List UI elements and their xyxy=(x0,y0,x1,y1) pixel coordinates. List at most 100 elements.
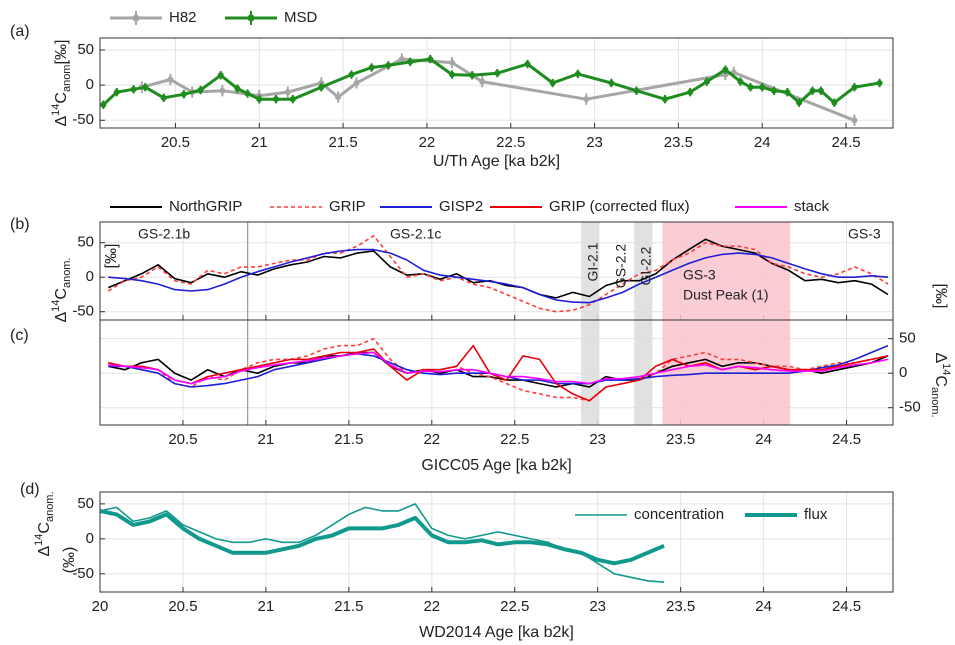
label-part: Δ xyxy=(36,546,53,557)
series-line xyxy=(108,248,889,304)
x-tick-label: 23 xyxy=(589,598,606,615)
x-tick-label: 24.5 xyxy=(832,598,861,615)
legend-label: concentration xyxy=(634,506,724,523)
label-part: anom. xyxy=(44,491,56,522)
point xyxy=(747,84,754,91)
point xyxy=(142,84,149,91)
point xyxy=(633,87,640,94)
label-part: Δ xyxy=(53,116,70,127)
x-tick-label: 21 xyxy=(258,431,275,448)
axes-frame xyxy=(99,491,894,593)
annotation: GS-2.1b xyxy=(138,226,190,242)
point xyxy=(770,87,777,94)
point xyxy=(524,61,531,68)
shaded-region xyxy=(581,222,600,425)
legend-label: GRIP (corrected flux) xyxy=(549,198,690,215)
panel-label: (b) xyxy=(10,216,30,233)
series-line xyxy=(107,235,889,313)
y-tick-label: 0 xyxy=(86,268,94,285)
y-axis-label: Δ14Canom. xyxy=(929,352,952,417)
point xyxy=(197,87,204,94)
y-tick-label: 50 xyxy=(899,330,916,347)
point xyxy=(687,89,694,96)
point xyxy=(549,80,556,86)
point xyxy=(469,72,476,79)
annotation: GS-3 xyxy=(683,267,716,283)
series-line xyxy=(108,344,889,402)
point xyxy=(722,66,729,73)
x-tick-label: 24.5 xyxy=(831,134,860,151)
panel-label: (c) xyxy=(10,327,29,344)
legend-label: stack xyxy=(794,198,830,215)
x-tick-label: 24 xyxy=(755,598,772,615)
point xyxy=(130,86,137,93)
label-part: C xyxy=(932,375,949,387)
point xyxy=(796,99,803,106)
point xyxy=(407,58,414,65)
point xyxy=(234,85,241,92)
label-part: anom. xyxy=(61,257,73,288)
label-part: C xyxy=(36,522,53,534)
x-tick-label: 22 xyxy=(419,134,436,151)
axes-frame xyxy=(99,319,894,426)
point xyxy=(244,90,251,97)
point xyxy=(348,71,355,78)
point xyxy=(449,71,456,78)
point xyxy=(256,96,263,103)
x-tick-label: 20 xyxy=(92,598,109,615)
y-axis-label: Δ14Canom. xyxy=(50,257,73,322)
axes-frame xyxy=(99,37,894,129)
label-part: Δ xyxy=(932,352,949,363)
label-part: 14 xyxy=(50,300,62,312)
label-part: 14 xyxy=(33,534,45,546)
point xyxy=(583,96,590,103)
x-axis-label: WD2014 Age [ka b2k] xyxy=(419,624,574,641)
point xyxy=(737,78,744,85)
label-part: Δ xyxy=(53,312,70,323)
label-part: C xyxy=(53,288,70,300)
label-part: 14 xyxy=(940,363,952,375)
x-tick-label: 21 xyxy=(258,598,275,615)
y-tick-label: 0 xyxy=(86,76,94,93)
x-tick-label: 21.5 xyxy=(334,431,363,448)
point xyxy=(398,56,405,63)
x-tick-label: 24 xyxy=(754,134,771,151)
series-line xyxy=(100,508,665,566)
annotation: GS-3 xyxy=(848,226,881,242)
x-tick-label: 21 xyxy=(251,134,268,151)
y-tick-label: 0 xyxy=(86,530,94,547)
point xyxy=(449,59,456,66)
x-axis-label: GICC05 Age [ka b2k] xyxy=(421,457,571,474)
point xyxy=(851,117,858,124)
x-axis-label: U/Th Age [ka b2k] xyxy=(433,153,560,170)
series-line xyxy=(108,351,889,385)
point xyxy=(703,78,710,85)
point xyxy=(284,89,291,96)
panel-label: (d) xyxy=(20,481,40,498)
legend-label: MSD xyxy=(284,9,318,26)
x-tick-label: 22 xyxy=(423,598,440,615)
y-tick-label: -50 xyxy=(72,565,94,582)
x-tick-label: 22.5 xyxy=(500,431,529,448)
point xyxy=(851,84,858,91)
point xyxy=(817,87,824,94)
label-part: 14 xyxy=(50,104,62,116)
point xyxy=(160,94,167,101)
annotation: GI-2.1 xyxy=(585,242,601,281)
x-tick-label: 24.5 xyxy=(832,431,861,448)
point xyxy=(167,76,174,83)
y-axis-unit: [‰] xyxy=(932,284,949,309)
label-part: anom. xyxy=(61,61,73,92)
label-part: C xyxy=(53,92,70,104)
point xyxy=(876,80,883,86)
x-tick-label: 23.5 xyxy=(666,598,695,615)
y-axis-label: Δ14Canom. xyxy=(50,61,73,126)
point xyxy=(217,72,224,79)
point xyxy=(100,101,107,108)
point xyxy=(661,96,668,103)
point xyxy=(809,87,816,94)
point xyxy=(427,56,434,63)
x-tick-label: 21.5 xyxy=(334,598,363,615)
x-tick-label: 23.5 xyxy=(666,431,695,448)
series-line xyxy=(141,57,855,122)
